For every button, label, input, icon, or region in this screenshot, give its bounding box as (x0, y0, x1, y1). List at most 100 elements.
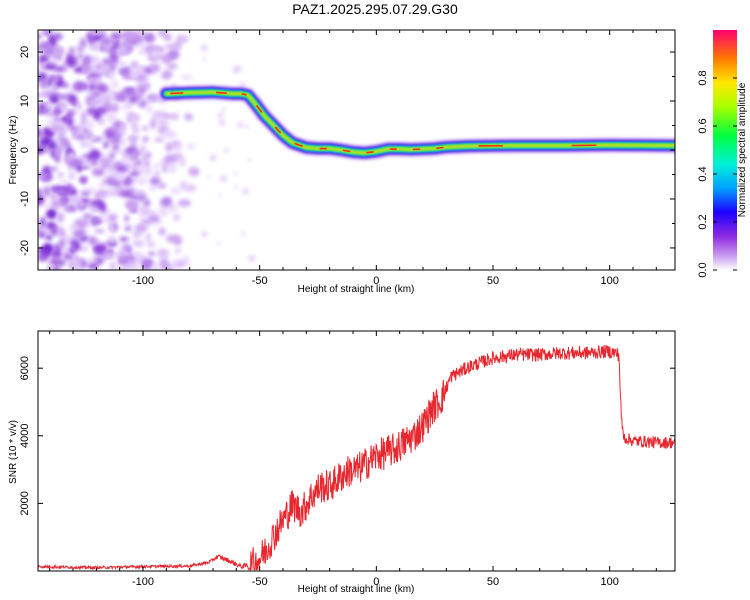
noise-blob (124, 214, 130, 223)
noise-blob (45, 234, 53, 241)
noise-blob (159, 257, 169, 269)
noise-blob (76, 102, 83, 112)
noise-blob (146, 241, 156, 248)
snr-y-axis-label: SNR (10 * v/v) (8, 420, 19, 484)
y-tick-label: -20 (19, 240, 31, 256)
noise-blob (63, 82, 69, 89)
noise-blob (105, 254, 118, 259)
noise-blob (137, 99, 148, 108)
noise-blob (110, 32, 123, 40)
noise-blob (166, 234, 178, 243)
noise-blob (45, 221, 57, 229)
noise-blob (92, 34, 102, 42)
noise-blob (47, 208, 57, 219)
noise-blob (163, 34, 172, 41)
y-tick-label: 2000 (19, 491, 31, 515)
noise-blob (116, 165, 127, 172)
noise-blob (99, 158, 112, 166)
noise-blob (42, 102, 55, 110)
noise-blob (80, 190, 91, 198)
noise-blob (159, 250, 167, 255)
noise-blob (50, 126, 64, 131)
snr-series-line (38, 344, 675, 571)
noise-blob (85, 133, 92, 139)
noise-blob (126, 117, 133, 123)
signal-peak (256, 105, 263, 113)
noise-blob (109, 190, 117, 197)
noise-blob (88, 142, 94, 149)
noise-blob (135, 73, 147, 82)
noise-blob (92, 30, 106, 34)
noise-blob (220, 175, 227, 183)
noise-blob (218, 193, 222, 197)
noise-blob (165, 142, 173, 153)
noise-blob (95, 190, 109, 196)
noise-blob (217, 241, 221, 246)
noise-blob (158, 227, 166, 236)
noise-blob (153, 111, 162, 116)
snr-y-ticks: 2000 4000 6000 (19, 356, 675, 516)
noise-blob (147, 217, 160, 222)
noise-blob (39, 103, 46, 112)
noise-blob (82, 58, 88, 65)
noise-blob (91, 216, 99, 227)
spectrogram-noise (38, 30, 261, 270)
noise-blob (123, 87, 135, 93)
y-tick-label: 10 (19, 95, 31, 107)
noise-blob (38, 194, 45, 206)
noise-blob (59, 228, 66, 238)
noise-blob (113, 171, 127, 182)
noise-blob (242, 188, 249, 195)
noise-blob (166, 154, 178, 165)
noise-blob (237, 122, 244, 128)
noise-blob (161, 129, 174, 139)
spectrogram-y-ticks: -20 -10 0 10 20 (19, 46, 675, 256)
noise-blob (39, 78, 49, 89)
noise-blob (49, 95, 60, 105)
signal-peak (215, 91, 227, 95)
noise-blob (90, 55, 99, 64)
noise-blob (89, 158, 98, 166)
noise-blob (72, 242, 80, 251)
noise-blob (79, 37, 87, 48)
noise-blob (85, 78, 96, 84)
noise-blob (88, 206, 100, 213)
x-tick-label: 0 (373, 275, 379, 287)
spectrogram-y-axis-label: Frequency (Hz) (8, 116, 19, 185)
noise-blob (147, 251, 156, 257)
noise-blob (248, 255, 256, 262)
noise-blob (133, 150, 141, 156)
noise-blob (218, 119, 225, 126)
noise-blob (57, 75, 64, 87)
signal-peak (342, 149, 351, 153)
noise-blob (57, 172, 65, 177)
noise-blob (146, 102, 153, 114)
noise-blob (92, 167, 105, 177)
noise-blob (128, 95, 139, 104)
colorbar-label: Normalized spectral amplitude (737, 82, 748, 217)
noise-blob (124, 225, 132, 232)
colorbar-tick-label: 0.6 (697, 118, 709, 133)
noise-blob (118, 253, 126, 264)
noise-blob (44, 64, 58, 70)
noise-blob (53, 46, 65, 57)
noise-blob (128, 208, 139, 213)
noise-blob (241, 231, 246, 236)
noise-blob (142, 135, 149, 144)
noise-blob (179, 181, 187, 191)
colorbar-tick-label: 0.4 (697, 166, 709, 181)
noise-blob (108, 63, 117, 71)
noise-blob (245, 124, 250, 129)
noise-blob (66, 57, 76, 66)
noise-blob (126, 112, 136, 117)
noise-blob (139, 84, 145, 95)
noise-blob (53, 267, 61, 270)
noise-blob (145, 232, 152, 243)
noise-blob (52, 85, 59, 91)
noise-blob (109, 52, 119, 63)
x-tick-label: -50 (252, 275, 268, 287)
noise-blob (167, 63, 178, 70)
noise-blob (124, 147, 137, 154)
signal-peak (241, 93, 247, 96)
